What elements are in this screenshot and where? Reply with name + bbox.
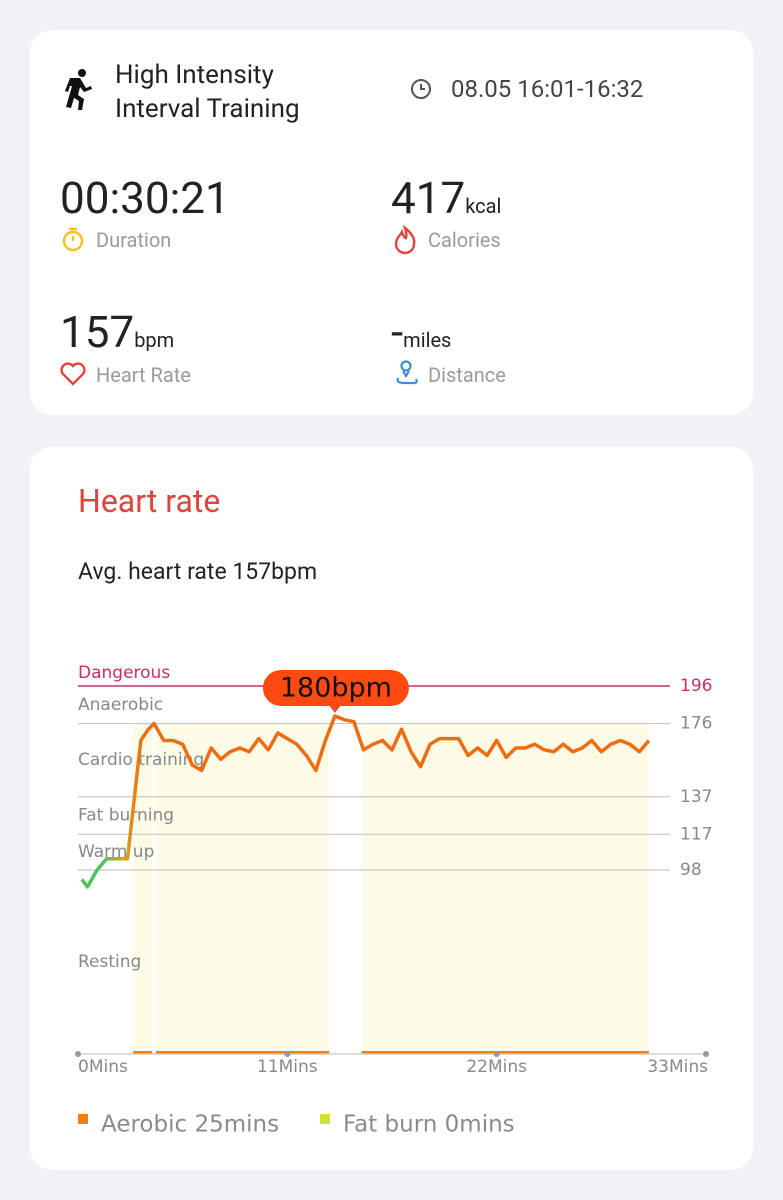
y-tick-label: 137 [680, 787, 712, 807]
legend-swatch [78, 1114, 88, 1124]
zone-label: Dangerous [78, 663, 170, 683]
stat-unit: kcal [465, 194, 502, 218]
location-icon [396, 360, 418, 385]
heart-icon [60, 362, 86, 386]
stat-value: - [391, 306, 404, 358]
x-tick-label: 22Mins [466, 1057, 527, 1077]
zone-label: Cardio training [78, 750, 204, 770]
stat-unit: miles [403, 328, 452, 352]
heart-rate-line [80, 714, 651, 889]
stat: 00:30:21 [60, 176, 230, 220]
y-tick-label: 98 [680, 860, 702, 880]
runner-icon [65, 69, 92, 110]
aerobic-bar [133, 1051, 153, 1054]
x-tick [493, 1051, 500, 1057]
stat-label: Duration [96, 228, 172, 252]
callout [262, 670, 409, 707]
aerobic-period [156, 723, 330, 1054]
aerobic-period [133, 723, 153, 1054]
stat-value: 157 [60, 306, 135, 358]
stat-value: 417 [391, 172, 466, 224]
legend-label: Aerobic 25mins [101, 1112, 279, 1138]
stat-unit: bpm [134, 328, 175, 352]
callout-label: 180bpm [280, 673, 392, 704]
summary-card [30, 30, 753, 415]
section-title: Heart rate [78, 482, 221, 520]
stat-label: Calories [428, 228, 501, 252]
zone-label: Resting [78, 952, 141, 972]
y-tick-label: 196 [680, 676, 712, 696]
workout-title: High Intensity Interval Training [115, 58, 300, 126]
x-tick [75, 1051, 81, 1057]
clock-icon [411, 79, 431, 99]
stopwatch-icon [62, 227, 84, 252]
aerobic-bar [361, 1051, 649, 1054]
x-tick-label: 0Mins [78, 1057, 128, 1077]
stat-label: Distance [428, 363, 506, 387]
legend-label: Fat burn 0mins [343, 1112, 515, 1138]
x-tick-label: 11Mins [257, 1057, 318, 1077]
title-line: Interval Training [115, 94, 300, 124]
zone-label: Fat burning [78, 806, 174, 826]
title-line: High Intensity [115, 60, 274, 90]
x-tick-label: 33Mins [647, 1057, 708, 1077]
flame-icon [394, 224, 416, 255]
stat-label: Heart Rate [96, 363, 191, 387]
zone-label: Anaerobic [78, 695, 163, 715]
stat: 157bpm [60, 310, 174, 354]
x-tick [284, 1051, 291, 1057]
legend-swatch [320, 1114, 330, 1124]
aerobic-bar [156, 1051, 330, 1054]
stat: -miles [391, 310, 451, 354]
x-tick [703, 1051, 709, 1057]
stat-value: 00:30:21 [60, 172, 230, 224]
zone-label: Warm up [78, 842, 154, 862]
y-tick-label: 176 [680, 714, 712, 734]
callout-pointer [327, 704, 342, 714]
aerobic-period [361, 723, 649, 1054]
stat: 417kcal [391, 176, 501, 220]
avg-heart-rate: Avg. heart rate 157bpm [78, 558, 318, 585]
y-tick-label: 117 [680, 824, 712, 844]
workout-time: 08.05 16:01-16:32 [451, 75, 644, 103]
